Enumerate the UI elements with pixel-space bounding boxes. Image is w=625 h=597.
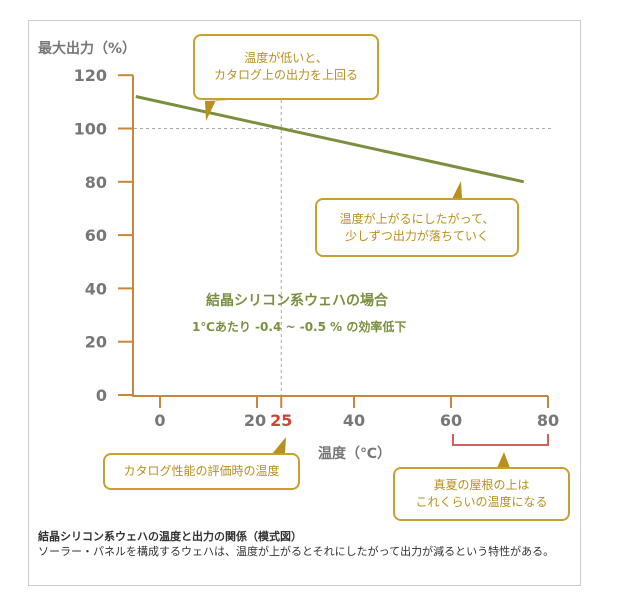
y-tick-label: 80 [85, 173, 107, 192]
callout-summer: 真夏の屋根の上は これくらいの温度になる [393, 467, 570, 521]
x-tick-label: 60 [440, 411, 462, 430]
y-tick-label: 60 [85, 226, 107, 245]
x-tick-label: 25 [270, 411, 292, 430]
callout-line: カタログ上の出力を上回る [213, 68, 358, 82]
y-tick-label: 120 [74, 66, 107, 85]
annotation-sub: 1℃あたり -0.4 ~ -0.5 % の効率低下 [192, 320, 407, 334]
callout-line: 温度が低いと、 [244, 51, 328, 65]
annotation-title: 結晶シリコン系ウェハの場合 [206, 293, 388, 309]
y-tick-label: 100 [74, 120, 107, 139]
y-tick-label: 40 [85, 279, 107, 298]
callout-pointer [272, 437, 286, 454]
y-tick-label: 20 [85, 333, 107, 352]
callout-pointer [205, 100, 230, 121]
callout-pointer [497, 452, 510, 468]
caption-title: 結晶シリコン系ウェハの温度と出力の関係（模式図） [38, 530, 302, 543]
callout-line: カタログ性能の評価時の温度 [123, 464, 280, 478]
caption-body: ソーラー・パネルを構成するウェハは、温度が上がるとそれにしたがって出力が減るとい… [38, 545, 555, 558]
callout-low-temp: 温度が低いと、 カタログ上の出力を上回る [193, 34, 379, 100]
x-tick-label: 0 [154, 411, 165, 430]
x-tick-label: 20 [244, 411, 266, 430]
callout-line: これくらいの温度になる [415, 495, 548, 509]
x-tick-label: 80 [537, 411, 559, 430]
y-tick-label: 0 [96, 386, 107, 405]
callout-rising: 温度が上がるにしたがって、 少しずつ出力が落ちていく [315, 198, 519, 257]
figure-frame [28, 20, 581, 586]
callout-pointer [452, 181, 462, 199]
callout-line: 真夏の屋根の上は [433, 478, 530, 492]
y-axis-label: 最大出力（%） [38, 41, 137, 57]
x-tick-label: 40 [343, 411, 365, 430]
callout-line: 少しずつ出力が落ちていく [345, 228, 489, 243]
x-axis-label: 温度（℃） [318, 446, 391, 462]
callout-catalog: カタログ性能の評価時の温度 [103, 453, 300, 490]
series-line [135, 95, 525, 184]
range-bracket [452, 434, 549, 446]
callout-line: 温度が上がるにしたがって、 [339, 211, 495, 226]
